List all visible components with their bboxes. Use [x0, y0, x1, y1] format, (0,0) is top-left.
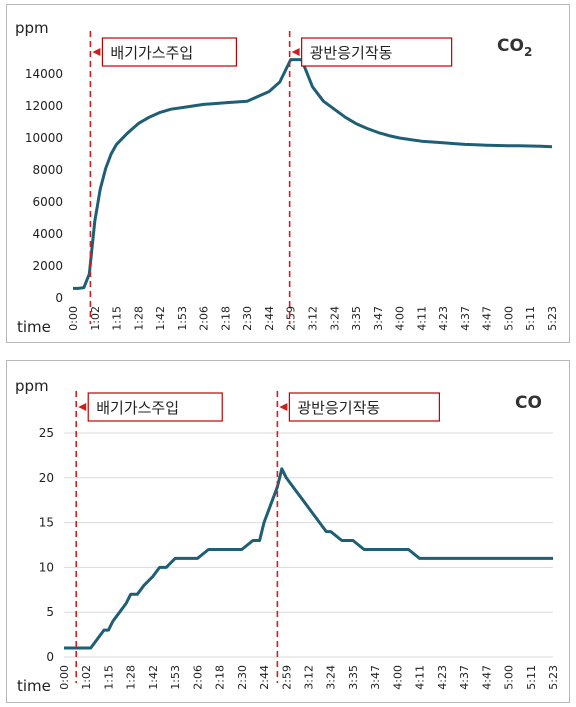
co2-ytick-2: 4000 — [32, 227, 63, 241]
co2-marker-box-0 — [101, 37, 238, 67]
co-marker-arrow-icon-0 — [78, 403, 87, 411]
co2-xtick-1: 1:02 — [89, 306, 102, 331]
co2-xtick-21: 5:11 — [524, 306, 537, 331]
co-xtick-22: 5:23 — [547, 665, 560, 690]
co2-xtick-4: 1:42 — [154, 306, 167, 331]
co-xtick-17: 4:23 — [436, 665, 449, 690]
co2-chart-panel: ppm CO2 time 0 2000 4000 6000 8000 10000 12000… — [6, 4, 570, 343]
co2-xtick-2: 1:15 — [111, 306, 124, 331]
co-xtick-12: 3:24 — [325, 665, 338, 690]
co2-ytick-1: 2000 — [32, 259, 63, 273]
co-ytick-5: 25 — [39, 426, 54, 440]
co2-ytick-0: 0 — [55, 291, 63, 305]
co2-ytick-3: 6000 — [32, 195, 63, 209]
co2-title: CO2 — [497, 36, 532, 59]
co2-xtick-8: 2:30 — [241, 306, 254, 331]
co-xtick-21: 5:11 — [525, 665, 538, 690]
co2-marker-label-1: 광반응기작동 — [310, 44, 393, 62]
co-ytick-1: 5 — [46, 605, 54, 619]
co-series-line — [64, 467, 553, 650]
co2-line-chart: ppm CO2 time 0 2000 4000 6000 8000 10000 12000… — [15, 19, 559, 336]
co-xtick-0: 0:00 — [58, 665, 71, 690]
co2-marker-label-0: 배기가스주입 — [110, 44, 193, 62]
co2-xtick-22: 5:23 — [546, 306, 559, 331]
co2-xtick-12: 3:24 — [328, 306, 341, 331]
co-xtick-15: 4:00 — [391, 665, 404, 690]
co2-title-sub: 2 — [524, 45, 532, 59]
co2-xtick-13: 3:35 — [350, 306, 363, 331]
co2-xtick-5: 1:53 — [176, 306, 189, 331]
co2-marker-arrow-icon-1 — [291, 48, 300, 56]
co-xtick-4: 1:42 — [147, 665, 160, 690]
co-marker-box-0 — [87, 392, 223, 422]
co2-xtick-11: 3:12 — [307, 306, 320, 331]
co-ytick-3: 15 — [39, 516, 54, 530]
co2-xtick-10: 2:59 — [285, 306, 298, 331]
co2-title-main: CO — [497, 36, 524, 56]
co2-xtick-6: 2:06 — [198, 306, 211, 331]
co-xtick-11: 3:12 — [303, 665, 316, 690]
co2-ytick-5: 10000 — [25, 131, 63, 145]
co-line-chart: ppm CO time 0 5 10 15 20 25 0:00 1:02 1:15 1:28 1:… — [15, 377, 560, 695]
co-title: CO — [515, 393, 542, 413]
co-marker-label-0: 배기가스주입 — [96, 399, 179, 417]
co-xtick-16: 4:11 — [414, 665, 427, 690]
co2-xtick-9: 2:44 — [263, 306, 276, 331]
co-xtick-9: 2:44 — [258, 665, 271, 690]
co2-xtick-18: 4:37 — [459, 306, 472, 331]
co-xtick-7: 2:18 — [214, 665, 227, 690]
co-xtick-14: 3:47 — [369, 665, 382, 690]
co-xtick-13: 3:35 — [347, 665, 360, 690]
co-marker-label-1: 광반응기작동 — [297, 399, 380, 417]
co-xlabel: time — [17, 677, 51, 695]
co2-series-line — [73, 58, 553, 290]
co2-ytick-7: 14000 — [25, 67, 63, 81]
co-chart-panel: ppm CO time 0 5 10 15 20 25 0:00 1:02 1:15 1:28 1:… — [6, 360, 570, 703]
co2-xtick-3: 1:28 — [132, 306, 145, 331]
co-xtick-8: 2:30 — [236, 665, 249, 690]
co2-xtick-0: 0:00 — [67, 306, 80, 331]
co-ylabel: ppm — [15, 377, 49, 395]
co2-ylabel: ppm — [15, 19, 49, 37]
co-xtick-2: 1:15 — [102, 665, 115, 690]
co2-xlabel: time — [17, 318, 51, 336]
co-xtick-18: 4:37 — [458, 665, 471, 690]
co2-xtick-19: 4:47 — [481, 306, 494, 331]
co-xtick-19: 4:47 — [480, 665, 493, 690]
co2-xtick-16: 4:11 — [415, 306, 428, 331]
co-marker-box-1 — [288, 392, 440, 422]
co-xtick-5: 1:53 — [169, 665, 182, 690]
co2-xtick-7: 2:18 — [219, 306, 232, 331]
co2-ytick-4: 8000 — [32, 163, 63, 177]
co-xtick-10: 2:59 — [280, 665, 293, 690]
co2-marker-box-1 — [301, 37, 453, 67]
co2-xtick-17: 4:23 — [437, 306, 450, 331]
co-marker-arrow-icon-1 — [279, 403, 288, 411]
co-xtick-6: 2:06 — [191, 665, 204, 690]
co2-xtick-15: 4:00 — [394, 306, 407, 331]
co-xtick-20: 5:00 — [503, 665, 516, 690]
co2-xtick-20: 5:00 — [502, 306, 515, 331]
co2-ytick-6: 12000 — [25, 99, 63, 113]
co-ytick-2: 10 — [39, 560, 54, 574]
co-ytick-4: 20 — [39, 471, 54, 485]
co2-xtick-14: 3:47 — [372, 306, 385, 331]
co-xtick-1: 1:02 — [80, 665, 93, 690]
co-ytick-0: 0 — [46, 650, 54, 664]
co-xtick-3: 1:28 — [125, 665, 138, 690]
co2-marker-arrow-icon-0 — [92, 48, 101, 56]
